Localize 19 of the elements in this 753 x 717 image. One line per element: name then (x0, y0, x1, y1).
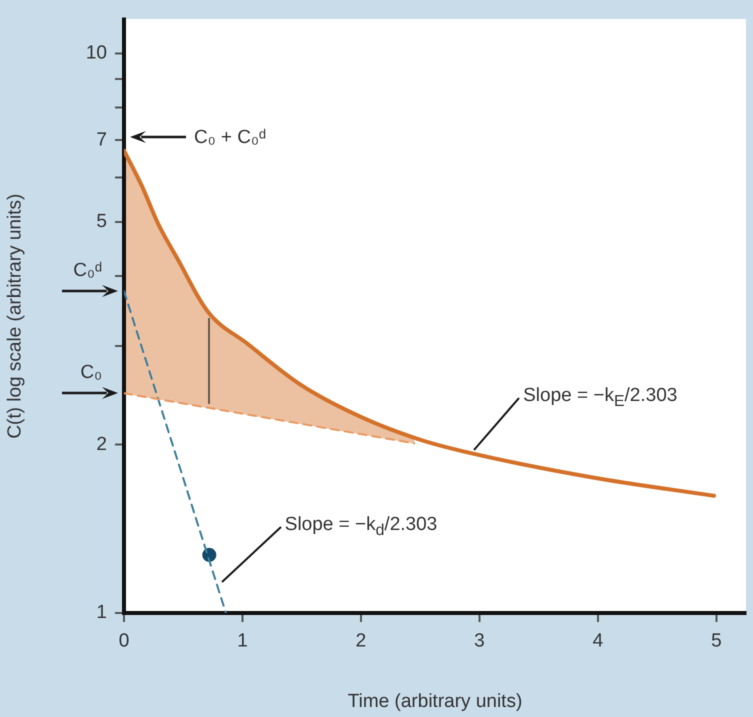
x-axis-title: Time (arbitrary units) (348, 690, 522, 712)
x-tick-label: 2 (356, 630, 366, 652)
y-tick-label: 10 (86, 42, 107, 64)
annotation: C₀ + C₀ᵈ (194, 127, 266, 150)
annotation: Slope = −k$_{d}$/2.303 (284, 514, 438, 540)
y-tick-label: 5 (96, 211, 107, 232)
x-tick-label: 1 (237, 630, 248, 652)
annotation: C₀ᵈ (73, 260, 102, 282)
x-tick-label: 4 (592, 630, 604, 652)
y-axis-title: C(t) log scale (arbitrary units) (4, 194, 26, 439)
x-tick-label: 5 (711, 630, 722, 652)
annotation: Slope = −k$_{E}$/2.303 (523, 385, 678, 410)
annotation: C₀ (80, 362, 102, 384)
x-tick-label: 3 (474, 630, 485, 652)
y-tick-label: 2 (96, 434, 107, 455)
y-tick-label: 7 (96, 129, 107, 150)
x-tick-label: 0 (118, 630, 130, 652)
y-tick-label: 1 (96, 602, 107, 624)
line-series (124, 148, 716, 498)
